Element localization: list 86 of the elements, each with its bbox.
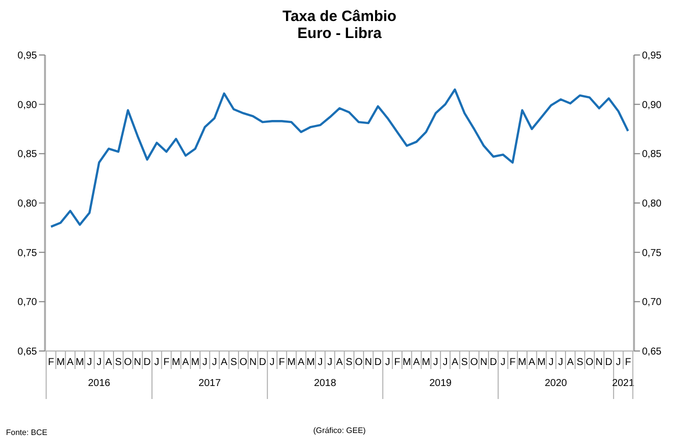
y2-tick-label: 0,75 <box>642 248 662 259</box>
y2-tick-label: 0,80 <box>642 198 662 210</box>
y-tick-label: 0,70 <box>18 297 38 308</box>
y2-tick-label: 0,65 <box>642 346 662 358</box>
y-tick-label: 0,80 <box>18 198 38 210</box>
x-tick-label: J <box>500 357 506 368</box>
x-tick-label: A <box>336 357 344 368</box>
x-tick-label: S <box>461 357 468 368</box>
x-tick-label: M <box>306 357 315 368</box>
x-tick-label: M <box>537 357 546 368</box>
x-tick-label: A <box>298 357 305 368</box>
x-tick-label: M <box>56 357 65 368</box>
x-tick-label: S <box>346 357 353 368</box>
x-tick-label: M <box>172 357 180 368</box>
x-tick-label: J <box>318 357 323 368</box>
x-tick-label: N <box>134 357 142 368</box>
chart-title: Taxa de Câmbio <box>282 8 398 25</box>
x-tick-label: J <box>558 357 564 368</box>
x-tick-label: F <box>510 357 516 368</box>
text: 2016 <box>88 378 111 389</box>
x-tick-label: O <box>124 357 132 368</box>
x-tick-label: A <box>528 357 536 368</box>
text: 2020 <box>544 378 568 389</box>
x-tick-label: J <box>548 357 554 368</box>
x-tick-label: J <box>86 357 92 368</box>
text: 2021 <box>612 378 635 389</box>
x-tick-label: O <box>470 357 478 368</box>
x-tick-label: J <box>385 357 390 368</box>
x-tick-label: S <box>114 357 122 368</box>
x-tick-label: J <box>154 357 160 368</box>
x-tick-label: M <box>191 357 200 368</box>
y2-tick-label: 0,85 <box>642 149 662 160</box>
x-tick-label: A <box>566 357 574 368</box>
y2-tick-label: 0,90 <box>642 100 662 111</box>
x-tick-label: J <box>442 357 448 368</box>
x-tick-label: A <box>452 357 459 368</box>
x-tick-label: M <box>76 357 84 368</box>
x-tick-label: A <box>220 357 228 368</box>
x-tick-label: J <box>212 357 217 368</box>
x-tick-label: N <box>596 357 603 368</box>
chart-subtitle: Euro - Libra <box>296 25 383 42</box>
y2-tick-label: 0,95 <box>642 50 662 62</box>
x-tick-label: O <box>586 357 594 368</box>
x-tick-label: A <box>413 357 420 368</box>
x-tick-label: N <box>364 357 372 368</box>
x-tick-label: S <box>576 357 584 368</box>
x-tick-label: S <box>230 357 238 368</box>
x-tick-label: J <box>270 357 275 368</box>
x-tick-label: J <box>616 357 621 368</box>
x-tick-label: J <box>433 357 438 368</box>
y2-tick-label: 0,70 <box>642 297 662 308</box>
x-tick-label: D <box>490 357 497 368</box>
x-tick-label: D <box>374 357 382 368</box>
x-tick-label: F <box>624 357 632 368</box>
text: (Gráfico: GEE) <box>313 426 366 435</box>
x-tick-label: M <box>287 357 296 368</box>
x-tick-label: N <box>480 357 488 368</box>
x-tick-label: O <box>354 357 363 368</box>
x-tick-label: D <box>258 357 266 368</box>
x-tick-label: M <box>402 357 411 368</box>
x-tick-label: J <box>327 357 332 368</box>
source-note: Fonte: BCE <box>6 428 48 437</box>
line-series <box>50 88 630 228</box>
x-tick-label: D <box>144 357 151 368</box>
y-tick-label: 0,65 <box>18 346 38 358</box>
y-tick-label: 0,90 <box>18 100 38 111</box>
x-tick-label: F <box>163 357 170 368</box>
x-tick-label: F <box>278 357 285 368</box>
x-tick-label: F <box>48 357 54 368</box>
x-tick-label: M <box>518 357 526 368</box>
x-tick-label: A <box>182 357 190 368</box>
y-tick-label: 0,85 <box>18 149 38 160</box>
x-tick-label: N <box>249 357 257 368</box>
x-tick-label: M <box>422 357 430 368</box>
x-tick-label: A <box>105 357 112 368</box>
text: 2019 <box>429 378 452 389</box>
x-tick-label: A <box>66 357 74 368</box>
y-tick-label: 0,75 <box>18 248 38 259</box>
text: 2018 <box>314 378 337 389</box>
x-tick-label: J <box>96 357 102 368</box>
y-tick-label: 0,95 <box>18 50 38 62</box>
x-tick-label: J <box>202 357 208 368</box>
x-tick-label: O <box>239 357 248 368</box>
x-tick-label: D <box>605 357 612 368</box>
x-tick-label: F <box>394 357 400 368</box>
text: 2017 <box>198 378 222 389</box>
